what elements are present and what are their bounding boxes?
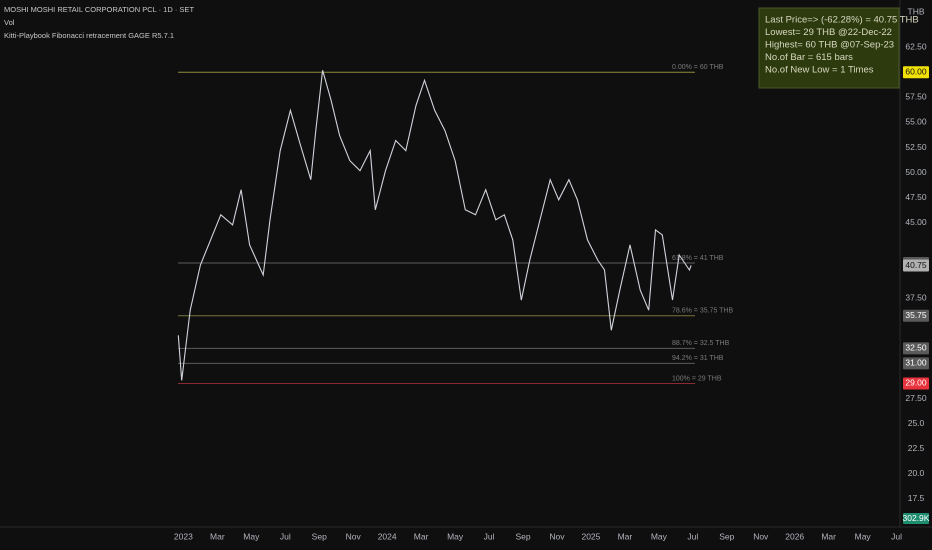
volume-title: Vol — [4, 18, 15, 27]
price-marker-label: 31.00 — [905, 358, 927, 368]
x-tick-label: Nov — [346, 531, 362, 541]
price-marker — [903, 357, 929, 370]
price-marker — [903, 342, 929, 355]
y-tick-label: 25.0 — [908, 418, 925, 428]
price-marker-label: 35.75 — [905, 310, 927, 320]
volume-marker — [903, 513, 929, 524]
y-tick-label: 50.00 — [905, 167, 927, 177]
x-tick-label: Jul — [891, 531, 902, 541]
x-tick-label: Sep — [719, 531, 734, 541]
fib-label: 61.8% = 41 THB — [672, 255, 724, 262]
x-tick-label: Jul — [280, 531, 291, 541]
x-tick-label: Mar — [414, 531, 429, 541]
y-tick-label: 57.50 — [905, 92, 927, 102]
y-tick-label: 47.50 — [905, 192, 927, 202]
info-line: Highest= 60 THB @07-Sep-23 — [765, 40, 894, 51]
price-line — [177, 70, 692, 381]
x-tick-label: May — [651, 531, 668, 541]
x-tick-label: Nov — [753, 531, 769, 541]
price-marker-label: 32.50 — [905, 343, 927, 353]
fib-label: 94.2% = 31 THB — [672, 355, 724, 362]
x-tick-label: Jul — [484, 531, 495, 541]
indicator-title: Kitti-Playbook Fibonacci retracement GAG… — [4, 31, 174, 40]
price-marker — [903, 377, 929, 390]
y-tick-label: 55.00 — [905, 117, 927, 127]
symbol-title: MOSHI MOSHI RETAIL CORPORATION PCL · 1D … — [4, 5, 194, 14]
info-line: No.of Bar = 615 bars — [765, 52, 853, 63]
y-tick-label: 27.50 — [905, 393, 927, 403]
fib-label: 100% = 29 THB — [672, 375, 722, 382]
currency: THB — [908, 6, 925, 16]
y-tick-label: 20.0 — [908, 468, 925, 478]
y-tick-label: 52.50 — [905, 142, 927, 152]
x-tick-label: Sep — [312, 531, 327, 541]
price-marker-label: 29.00 — [905, 378, 927, 388]
x-tick-label: May — [243, 531, 260, 541]
x-tick-label: Sep — [515, 531, 530, 541]
x-tick-label: 2024 — [378, 531, 397, 541]
y-tick-label: 62.50 — [905, 41, 927, 51]
x-tick-label: 2025 — [581, 531, 600, 541]
info-line: Last Price=> (-62.28%) = 40.75 THB — [765, 15, 919, 26]
x-tick-label: Mar — [821, 531, 836, 541]
fib-label: 0.00% = 60 THB — [672, 64, 724, 71]
x-tick-label: 2026 — [785, 531, 804, 541]
price-marker — [903, 259, 929, 272]
price-marker — [903, 66, 929, 79]
price-marker-label: 60.00 — [905, 67, 927, 77]
x-tick-label: May — [447, 531, 464, 541]
x-tick-label: Mar — [210, 531, 225, 541]
x-tick-label: Mar — [618, 531, 633, 541]
x-tick-label: 2023 — [174, 531, 193, 541]
x-tick-label: Nov — [549, 531, 565, 541]
price-marker — [903, 309, 929, 322]
fib-label: 88.7% = 32.5 THB — [672, 340, 730, 347]
y-tick-label: 17.5 — [908, 493, 925, 503]
y-tick-label: 22.5 — [908, 443, 925, 453]
x-tick-label: May — [855, 531, 872, 541]
info-line: Lowest= 29 THB @22-Dec-22 — [765, 27, 892, 38]
volume-label: 302.9K — [903, 513, 930, 523]
x-tick-label: Jul — [687, 531, 698, 541]
fib-label: 78.6% = 35.75 THB — [672, 308, 733, 315]
y-tick-label: 45.00 — [905, 217, 927, 227]
price-marker-label: 40.75 — [905, 260, 927, 270]
info-box — [758, 7, 900, 89]
info-line: No.of New Low = 1 Times — [765, 65, 874, 76]
y-tick-label: 37.50 — [905, 292, 927, 302]
